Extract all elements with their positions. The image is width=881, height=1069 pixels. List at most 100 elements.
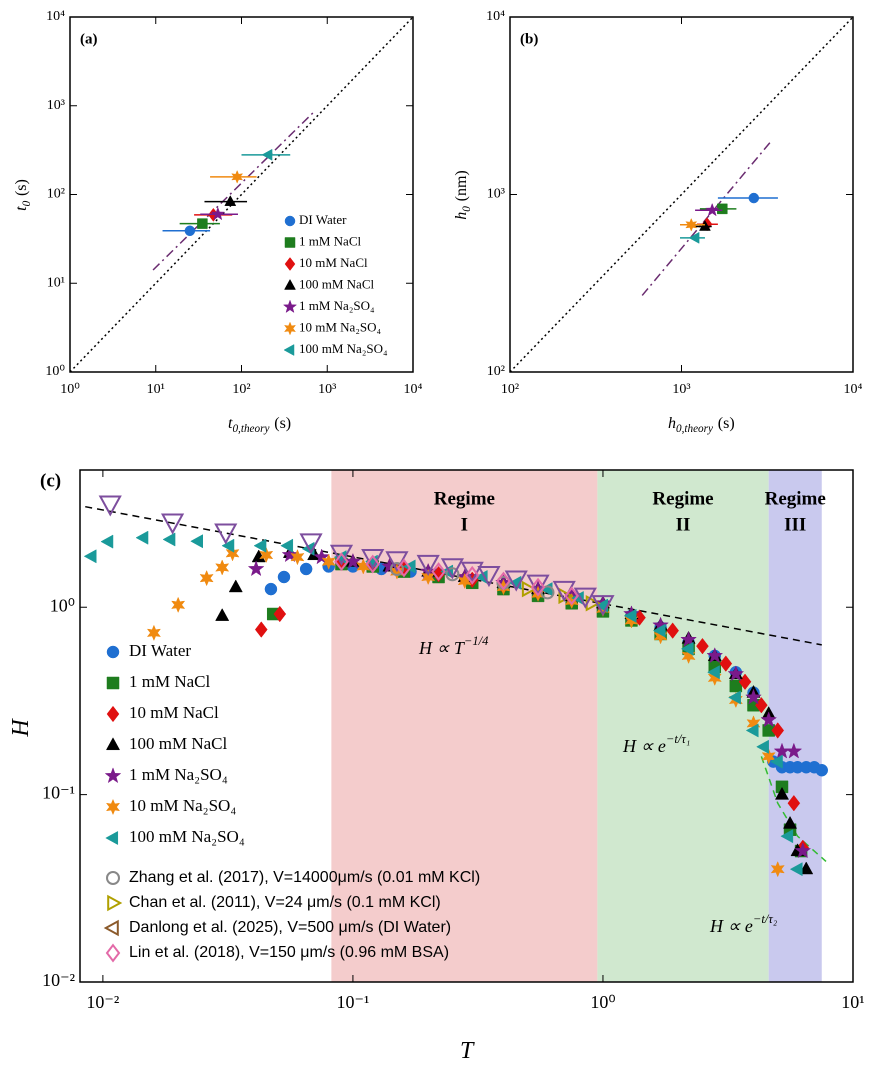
label-part: h <box>668 415 676 432</box>
x-tick-label: 10⁰ <box>590 992 615 1012</box>
data-point <box>277 570 291 584</box>
legend-label: 10 mM NaCl <box>129 703 219 722</box>
legend-marker <box>105 737 121 751</box>
annotation: H ∝ e−t/τ₂ <box>709 912 778 936</box>
data-point <box>344 552 362 569</box>
label-part: t <box>13 206 30 211</box>
regime-band <box>597 470 769 982</box>
data-point <box>385 551 409 573</box>
data-point <box>652 623 666 638</box>
data-point <box>464 565 480 585</box>
data-point <box>719 655 733 672</box>
data-point <box>98 495 122 517</box>
data-point <box>785 742 803 759</box>
data-point <box>264 582 278 596</box>
legend-marker <box>104 767 122 784</box>
data-point <box>780 829 794 844</box>
data-point <box>329 544 354 566</box>
data-point <box>215 608 230 621</box>
data-point <box>748 192 760 204</box>
data-point <box>685 217 698 232</box>
x-tick-label: 10⁴ <box>404 382 423 397</box>
data-point <box>184 225 196 236</box>
regime-label: Regime <box>652 488 713 509</box>
label-part: h <box>453 212 470 220</box>
legend-marker <box>105 871 121 885</box>
plot-area <box>83 470 829 982</box>
legend-label: 1 mM Na₂SO₄ <box>129 765 228 784</box>
data-point <box>281 546 299 563</box>
data-point <box>416 554 440 576</box>
data-point <box>135 530 149 545</box>
regime-label: III <box>784 514 806 535</box>
y-tick-label: 10⁰ <box>45 364 65 379</box>
y-axis-label: t0 (s) <box>13 179 33 211</box>
regime-label: II <box>676 514 691 535</box>
data-point <box>573 587 597 609</box>
data-point <box>280 538 294 553</box>
legend-label: 1 mM NaCl <box>299 233 362 248</box>
data-point <box>707 669 722 686</box>
label-part: −t/τ₁ <box>666 732 690 746</box>
data-point <box>228 579 243 593</box>
data-point <box>756 739 769 754</box>
data-point <box>745 723 759 738</box>
panel-label: (b) <box>520 31 538 47</box>
label-part: 0 <box>460 206 472 212</box>
data-point <box>361 548 385 571</box>
label-part: −1/4 <box>464 634 489 648</box>
data-point <box>215 559 230 576</box>
label-part: (s) <box>274 415 291 432</box>
x-tick-label: 10⁻² <box>86 992 119 1012</box>
legend-marker <box>284 215 296 227</box>
label-part: 0,theory <box>676 422 713 434</box>
label-part: H ∝ T <box>418 638 466 658</box>
y-tick-label: 10³ <box>487 187 505 202</box>
data-point <box>789 862 803 877</box>
legend-marker <box>106 645 120 659</box>
data-point <box>761 748 776 765</box>
x-tick-label: 10² <box>501 382 519 397</box>
legend-marker <box>105 943 121 963</box>
x-axis-label: t0,theory (s) <box>228 415 291 435</box>
data-point <box>273 605 287 623</box>
data-point <box>247 560 265 577</box>
y-axis-label: H <box>8 718 34 738</box>
regime-label: I <box>461 514 468 535</box>
data-point <box>299 533 323 555</box>
legend-label: 100 mM Na₂SO₄ <box>299 341 388 356</box>
y-tick-label: 10⁴ <box>46 9 65 24</box>
panel: 10⁰ 10¹ 10² 10³ 10⁴ 10⁰ 10¹ 10² 10³ 10⁴ (a) DI Wate… <box>45 9 422 397</box>
legend-label: 100 mM NaCl <box>299 276 375 291</box>
data-point <box>197 218 208 229</box>
data-point <box>728 690 741 705</box>
plot-area <box>70 17 413 372</box>
data-point <box>681 647 696 665</box>
y-tick-label: 10² <box>47 187 65 202</box>
panel-label: (a) <box>80 31 98 47</box>
regime-label: Regime <box>765 488 826 509</box>
data-point <box>794 842 812 859</box>
data-point <box>334 552 349 572</box>
data-point <box>775 780 789 794</box>
x-tick-label: 10⁴ <box>844 382 863 397</box>
y-tick-label: 10⁰ <box>50 595 75 615</box>
data-point <box>771 722 785 739</box>
legend-label: Danlong et al. (2025), V=500 μm/s (DI Wa… <box>129 919 451 936</box>
regime-band <box>331 470 598 982</box>
data-point <box>313 548 331 565</box>
legend-label: 1 mM NaCl <box>129 672 211 691</box>
data-point <box>477 566 501 588</box>
annotation: H ∝ T−1/4 <box>418 634 489 658</box>
label-part: 0 <box>20 200 32 206</box>
x-tick-label: 10¹ <box>841 992 864 1012</box>
legend-label: DI Water <box>299 212 347 227</box>
legend-label: 100 mM Na₂SO₄ <box>129 827 245 846</box>
data-point <box>815 763 829 777</box>
annotation: H ∝ e−t/τ₁ <box>622 732 690 756</box>
data-point <box>729 679 743 693</box>
legend-marker <box>106 676 120 690</box>
y-tick-label: 10² <box>487 364 505 379</box>
data-point <box>474 569 488 585</box>
legend-label: Lin et al. (2018), V=150 μm/s (0.96 mM B… <box>129 944 449 961</box>
